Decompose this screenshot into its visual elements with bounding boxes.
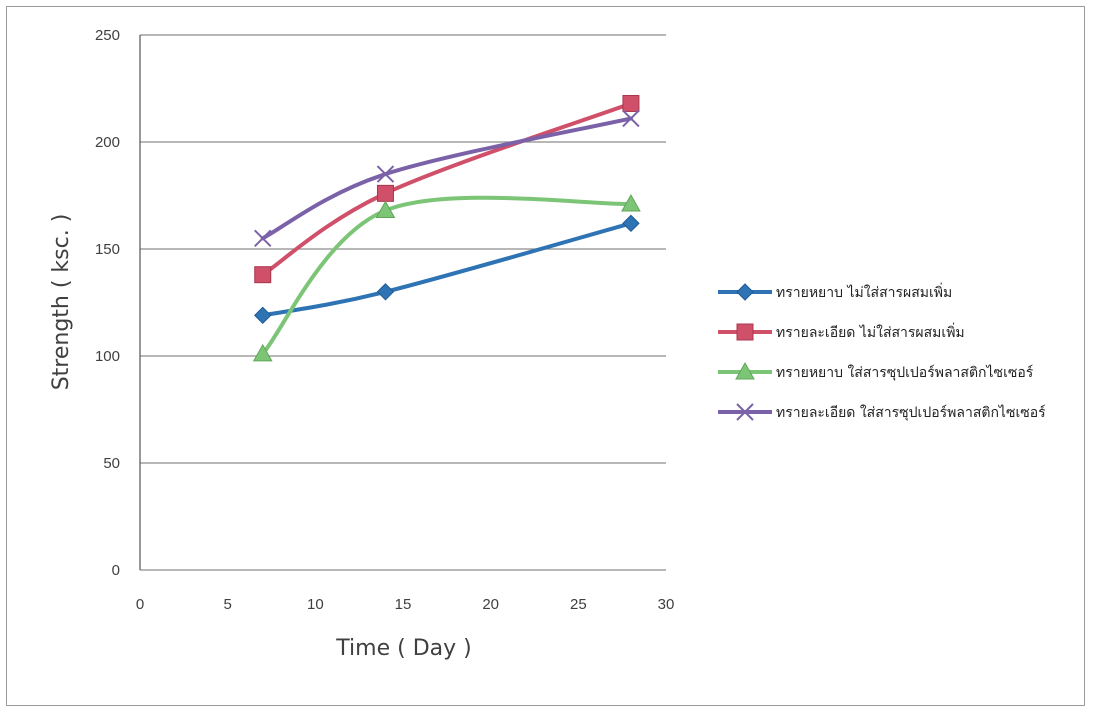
legend-marker — [736, 323, 754, 341]
legend-item-1: ทรายหยาบ ไม่ใส่สารผสมเพิ่ม — [718, 283, 952, 301]
x-tick-labels: 0 5 10 15 20 25 30 — [136, 596, 675, 613]
series-2 — [254, 94, 640, 284]
legend-item-4: ทรายละเอียด ใส่สารซุปเปอร์พลาสติกไซเซอร์ — [718, 403, 1046, 421]
x-axis-label: Time ( Day ) — [335, 636, 471, 661]
y-tick-label: 150 — [95, 241, 120, 258]
y-tick-label: 100 — [95, 348, 120, 365]
x-tick-label: 30 — [658, 596, 675, 613]
series-3 — [252, 194, 641, 362]
x-tick-label: 15 — [395, 596, 412, 613]
data-point — [622, 94, 640, 112]
legend-marker — [736, 283, 754, 301]
data-point — [252, 343, 273, 362]
x-tick-label: 0 — [136, 596, 144, 613]
legend-label: ทรายละเอียด ไม่ใส่สารผสมเพิ่ม — [776, 323, 965, 341]
x-tick-label: 5 — [223, 596, 231, 613]
series-line — [260, 116, 633, 241]
data-point — [375, 200, 396, 218]
series-4 — [254, 109, 640, 248]
series-line — [260, 101, 633, 277]
legend-marker — [735, 361, 755, 380]
data-point — [622, 109, 640, 128]
data-point — [254, 229, 272, 248]
gridlines — [140, 34, 666, 571]
data-point — [621, 194, 641, 212]
data-point — [376, 283, 395, 301]
legend-label: ทรายละเอียด ใส่สารซุปเปอร์พลาสติกไซเซอร์ — [776, 404, 1046, 421]
legend-label: ทรายหยาบ ไม่ใส่สารผสมเพิ่ม — [776, 283, 952, 301]
x-tick-label: 25 — [570, 596, 587, 613]
y-tick-label: 250 — [95, 27, 120, 44]
data-point — [254, 306, 272, 325]
y-tick-label: 0 — [112, 562, 120, 579]
data-point — [376, 184, 394, 202]
x-tick-label: 10 — [307, 596, 324, 613]
series-group — [252, 94, 641, 362]
y-tick-label: 200 — [95, 134, 120, 151]
legend-item-3: ทรายหยาบ ใส่สารซุปเปอร์พลาสติกไซเซอร์ — [718, 361, 1034, 381]
legend-marker — [736, 403, 754, 421]
data-point — [376, 165, 395, 183]
y-axis-label: Strength ( ksc. ) — [49, 214, 74, 391]
x-tick-label: 20 — [482, 596, 499, 613]
legend-item-2: ทรายละเอียด ไม่ใส่สารผสมเพิ่ม — [718, 323, 965, 341]
data-point — [254, 266, 272, 284]
series-1 — [254, 214, 640, 325]
data-point — [622, 214, 640, 233]
y-tick-labels: 0 50 100 150 200 250 — [95, 27, 120, 579]
y-tick-label: 50 — [103, 455, 120, 472]
legend-label: ทรายหยาบ ใส่สารซุปเปอร์พลาสติกไซเซอร์ — [776, 364, 1034, 381]
